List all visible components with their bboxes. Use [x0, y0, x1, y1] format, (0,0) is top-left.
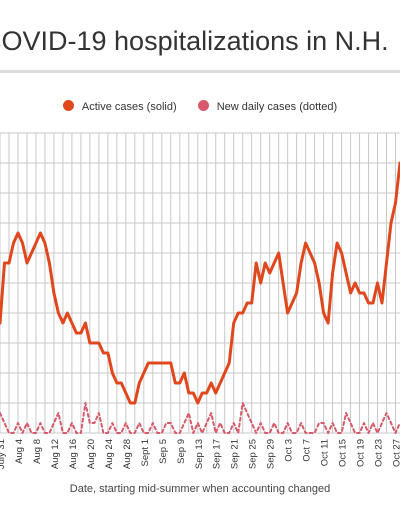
x-tick-labels: July 31 Aug 4 Aug 8 Aug 12 Aug 16 Aug 20 Aug 2… — [0, 439, 400, 469]
x-tick-label: Aug 28 — [122, 439, 133, 469]
x-tick-label: Aug 4 — [14, 439, 25, 464]
grid — [0, 132, 400, 434]
x-tick-label: Sep 9 — [176, 439, 187, 464]
x-tick-label: Oct 7 — [302, 439, 313, 462]
x-tick-label: Sep 13 — [194, 439, 205, 469]
x-tick-label: Oct 19 — [356, 439, 367, 467]
x-tick-label: Oct 23 — [374, 439, 385, 467]
x-tick-label: Sept 1 — [140, 439, 151, 466]
legend-label-new: New daily cases (dotted) — [216, 101, 338, 113]
legend-item-active: Active cases (solid) — [62, 100, 177, 113]
x-tick-label: Aug 20 — [86, 439, 97, 469]
x-tick-label: Aug 8 — [32, 439, 43, 464]
series-layer — [0, 161, 400, 434]
x-axis-label: Date, starting mid-summer when accountin… — [69, 483, 331, 495]
x-tick-label: Oct 15 — [338, 439, 349, 467]
x-tick-label: Aug 16 — [68, 439, 79, 469]
x-tick-label: Oct 3 — [284, 439, 295, 462]
x-tick-label: Oct 27 — [392, 439, 400, 467]
x-tick-label: Sep 21 — [230, 439, 241, 469]
x-tick-label: Sep 17 — [212, 439, 223, 469]
chart-title: COVID-19 hospitalizations in N.H. — [0, 26, 389, 56]
series-line-new-daily-cases — [0, 402, 400, 434]
legend: Active cases (solid) New daily cases (do… — [0, 100, 400, 113]
x-tick-label: July 31 — [0, 439, 7, 469]
x-tick-label: Sep 29 — [266, 439, 277, 469]
legend-marker-new — [197, 100, 209, 111]
x-tick-label: Oct 11 — [320, 439, 331, 466]
x-tick-label: Sep 5 — [158, 439, 169, 464]
x-tick-label: Sep 25 — [248, 439, 259, 469]
legend-item-new: New daily cases (dotted) — [197, 100, 338, 113]
x-tick-label: Aug 12 — [50, 439, 61, 469]
title-divider — [0, 70, 400, 73]
x-tick-label: Aug 24 — [104, 439, 115, 469]
legend-label-active: Active cases (solid) — [81, 101, 177, 113]
legend-marker-active — [62, 100, 74, 111]
series-line-active-cases — [0, 161, 400, 405]
